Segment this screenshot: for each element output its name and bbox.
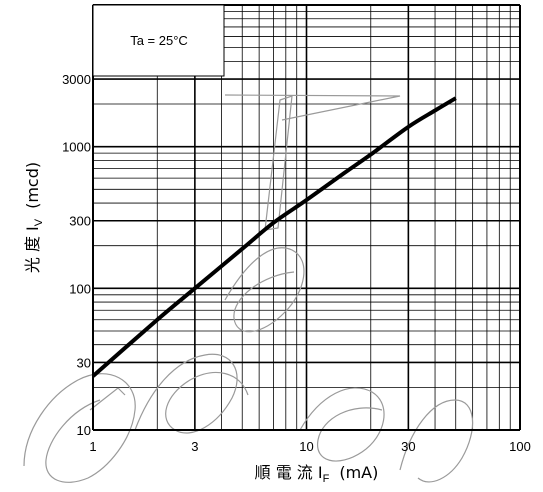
svg-text:順 電 流 IF(mA): 順 電 流 IF (mA)	[255, 463, 379, 485]
x-tick-label: 3	[191, 439, 198, 454]
series-line	[91, 96, 457, 378]
annotation-box: Ta = 25°C	[92, 4, 225, 77]
annotation-text: Ta = 25°C	[130, 33, 188, 48]
x-tick-label: 100	[509, 439, 531, 454]
x-tick-label: 10	[299, 439, 313, 454]
x-tick-label: 30	[401, 439, 415, 454]
y-tick-label: 300	[69, 214, 91, 229]
y-tick-label: 30	[77, 355, 91, 370]
grid-lines	[93, 5, 520, 430]
watermark-logo	[23, 94, 474, 483]
svg-text:光 度 IV(mcd): 光 度 IV (mcd)	[23, 162, 45, 273]
y-axis-label-sub: V	[33, 218, 45, 226]
y-tick-labels: 10 30 100 300 1000 3000	[62, 72, 91, 438]
y-tick-label: 1000	[62, 140, 91, 155]
x-axis-label-main: 順 電 流 I	[255, 463, 323, 482]
y-axis-label: 光 度 IV (mcd)	[23, 162, 45, 273]
x-tick-labels: 1 3 10 30 100	[89, 439, 530, 454]
x-axis-label-sub: F	[323, 473, 330, 485]
y-axis-label-unit: (mcd)	[23, 162, 42, 209]
y-tick-label: 3000	[62, 72, 91, 87]
y-tick-label: 10	[77, 423, 91, 438]
x-axis-label: 順 電 流 IF (mA)	[255, 463, 379, 485]
x-tick-label: 1	[89, 439, 96, 454]
x-axis-label-unit: (mA)	[339, 463, 378, 482]
y-tick-label: 100	[69, 281, 91, 296]
y-axis-label-main: 光 度 I	[23, 226, 42, 273]
